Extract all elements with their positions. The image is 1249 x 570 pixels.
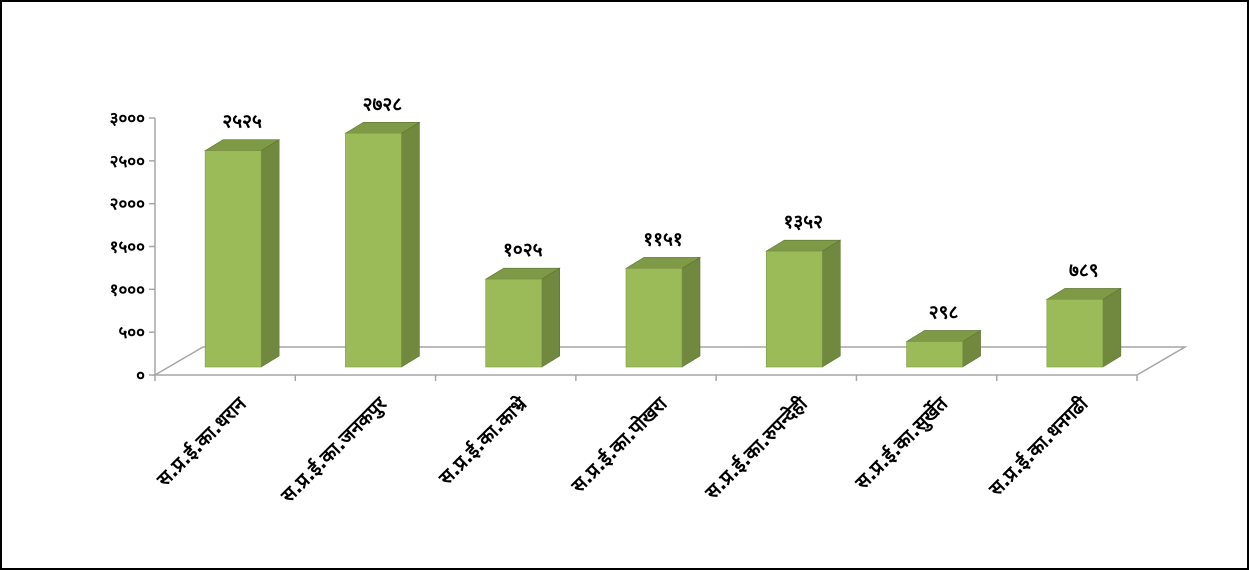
data-label: ११५१ (643, 228, 683, 250)
x-axis-labels: स.प्र.ई.का.धरान स.प्र.ई.का.जनकपुर स.प्र.ई.… (151, 375, 1138, 508)
bar-front-face (485, 278, 543, 368)
bar-side-face (821, 239, 841, 368)
bar-side-face (541, 267, 561, 368)
bar-front-face (345, 133, 402, 368)
bar-side-face (681, 256, 701, 368)
bar-front-face (1046, 299, 1104, 368)
bar-side-face (401, 121, 420, 368)
data-labels: २५२५ २७२८ १०२५ ११५१ १३५२ २९८ ७८९ (222, 93, 1098, 323)
y-axis: ० ५०० १००० १५०० २००० २५०० ३००० (110, 109, 156, 386)
bar-front-face (906, 341, 963, 368)
data-label: १०२५ (503, 239, 543, 261)
bar-side-face (1102, 287, 1122, 368)
y-tick-label: २५०० (110, 152, 146, 172)
bar-front-face (204, 150, 262, 368)
bars (204, 121, 1122, 368)
y-tick-label: १००० (110, 280, 146, 300)
x-tick-label: स.प्र.ई.का.काभ्रे (433, 392, 531, 490)
bar (1045, 287, 1122, 368)
x-tick-label: स.प्र.ई.का.धरान (151, 391, 251, 491)
bar (344, 121, 421, 368)
chart-floor (152, 346, 1188, 376)
bar (765, 239, 842, 368)
x-tick-label: स.प्र.ई.का.सुर्खेत (850, 391, 954, 495)
y-tick-label: ३००० (110, 109, 146, 129)
bar (484, 267, 561, 368)
x-tick-label: स.प्र.ई.का.रुपन्देही (700, 392, 813, 505)
x-tick-label: स.प्र.ई.का.जनकपुर (276, 391, 393, 508)
data-label: २७२८ (363, 93, 403, 115)
y-tick-label: ० (136, 366, 145, 386)
data-label: २९८ (929, 301, 959, 323)
bar (905, 329, 982, 368)
x-tick-label: स.प्र.ई.का.धनगढी (984, 392, 1094, 502)
bar-side-face (260, 139, 280, 368)
x-tick-label: स.प्र.ई.का.पोखरा (566, 392, 672, 498)
data-label: ७८९ (1069, 259, 1099, 281)
y-tick-label: १५०० (110, 238, 146, 258)
bar (204, 139, 281, 368)
bar-front-face (765, 250, 823, 368)
y-tick-label: ५०० (118, 323, 145, 343)
bar (624, 256, 702, 368)
data-label: १३५२ (784, 211, 824, 233)
floor-outline (152, 346, 1188, 376)
bar-front-face (625, 268, 683, 368)
y-tick-label: २००० (110, 195, 146, 215)
data-label: २५२५ (222, 111, 262, 133)
